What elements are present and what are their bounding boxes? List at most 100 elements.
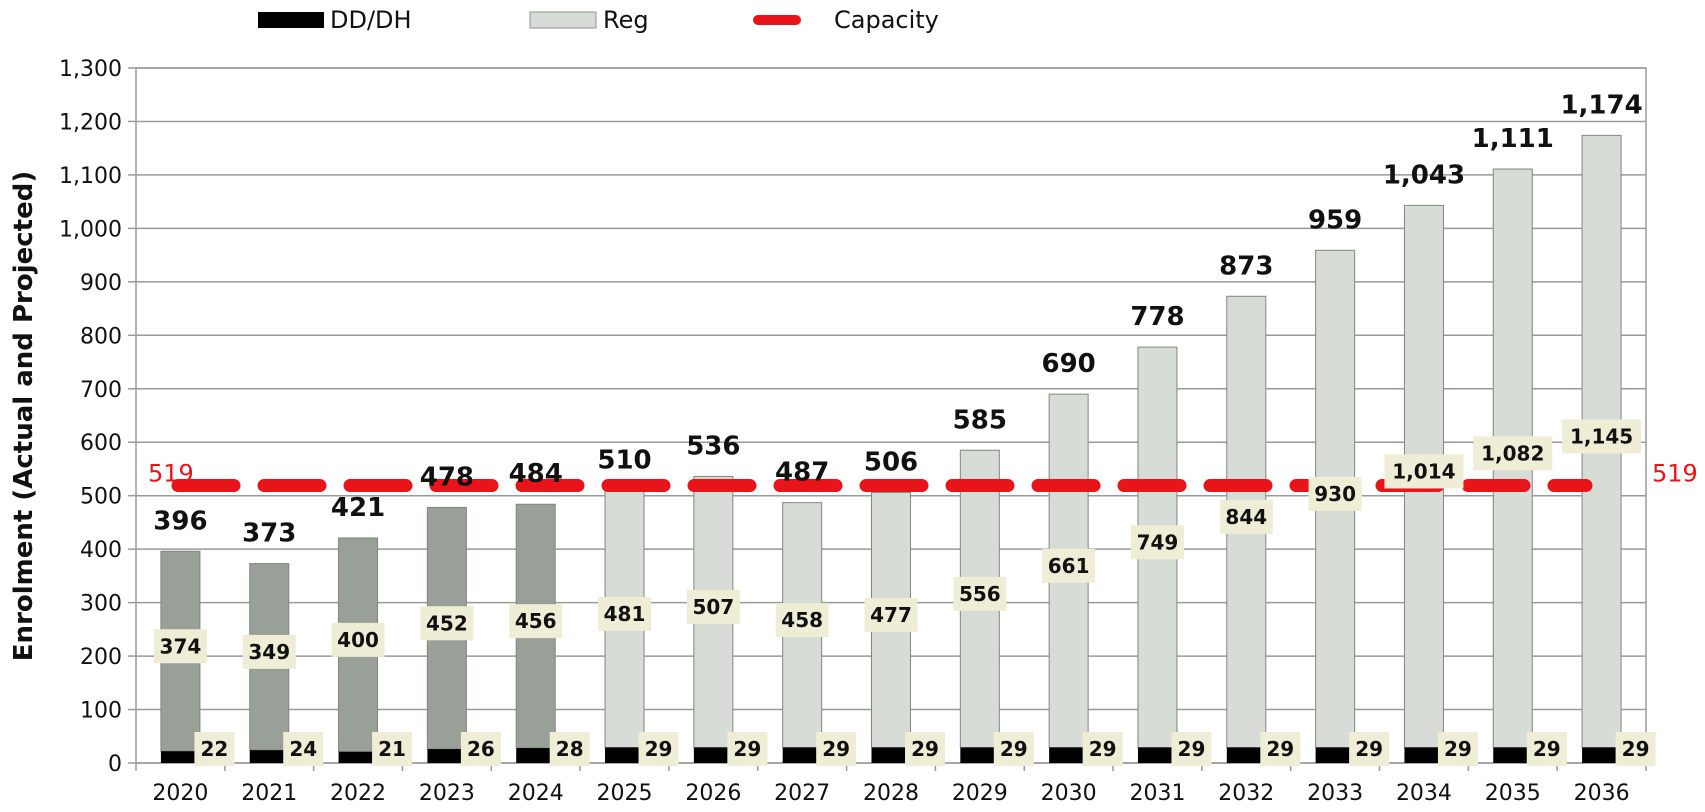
bar-ddh [249, 750, 289, 763]
label-total: 478 [420, 462, 474, 492]
label-reg: 507 [692, 595, 734, 619]
label-reg-box [242, 634, 296, 669]
bar-ddh [160, 751, 200, 763]
x-tick-label: 2031 [1129, 781, 1185, 806]
label-ddh: 29 [733, 737, 761, 761]
label-reg: 1,082 [1481, 441, 1544, 465]
y-axis-ticks: 0 100 200 300 400 500 600 700 800 900 1,000 1,100 1,… [59, 57, 136, 777]
label-ddh-box [1082, 732, 1123, 766]
label-reg-box [1384, 454, 1464, 489]
label-ddh-box [816, 732, 857, 766]
label-reg: 400 [337, 628, 379, 652]
label-total: 959 [1308, 205, 1362, 235]
bar-ddh [1315, 747, 1355, 763]
label-reg-box [509, 604, 563, 639]
label-reg-box [686, 589, 740, 624]
label-reg: 749 [1137, 530, 1179, 554]
label-reg-box [331, 622, 385, 657]
gridlines [135, 67, 1647, 764]
label-ddh-box [993, 732, 1034, 766]
capacity-line: 519 519 [148, 460, 1698, 493]
label-total: 536 [686, 431, 740, 461]
bar-ddh [1493, 747, 1533, 763]
label-reg-box [1473, 436, 1553, 471]
label-ddh-box [638, 732, 679, 766]
y-tick-label: 0 [108, 752, 122, 777]
label-ddh: 29 [1178, 737, 1206, 761]
capacity-label-left: 519 [148, 460, 194, 488]
label-reg-box [1562, 419, 1642, 454]
label-total: 421 [331, 493, 385, 523]
label-ddh: 29 [1622, 737, 1650, 761]
label-reg: 477 [870, 603, 912, 627]
label-reg: 661 [1048, 554, 1090, 578]
bar-ddh [605, 747, 645, 763]
label-total: 873 [1219, 251, 1273, 281]
capacity-label-right: 519 [1652, 460, 1698, 488]
label-total: 487 [775, 458, 829, 488]
label-ddh: 29 [1444, 737, 1472, 761]
x-tick-label: 2027 [774, 781, 830, 806]
bar-ddh [1137, 747, 1177, 763]
label-total: 690 [1042, 349, 1096, 379]
y-tick-label: 500 [80, 485, 122, 510]
x-tick-label: 2029 [952, 781, 1008, 806]
label-ddh: 29 [645, 737, 673, 761]
label-ddh: 21 [378, 737, 406, 761]
y-tick-label: 700 [80, 378, 122, 403]
x-tick-label: 2036 [1574, 781, 1630, 806]
label-reg: 930 [1314, 482, 1356, 506]
y-tick-label: 1,200 [59, 110, 122, 135]
y-axis-label: Enrolment (Actual and Projected) [9, 171, 39, 661]
x-tick-label: 2026 [685, 781, 741, 806]
label-total: 510 [597, 445, 651, 475]
label-reg-box [153, 629, 207, 664]
label-total: 506 [864, 447, 918, 477]
bar-ddh [338, 751, 378, 763]
label-total: 373 [242, 519, 296, 549]
x-tick-label: 2032 [1218, 781, 1274, 806]
label-reg-box [1219, 499, 1273, 534]
x-tick-label: 2021 [241, 781, 297, 806]
x-tick-label: 2025 [597, 781, 653, 806]
label-reg: 374 [160, 634, 202, 658]
y-tick-label: 200 [80, 645, 122, 670]
bar-ddh [516, 748, 556, 763]
label-ddh: 29 [1000, 737, 1028, 761]
label-total: 778 [1130, 302, 1184, 332]
label-ddh-box [727, 732, 768, 766]
label-ddh-box [194, 732, 235, 766]
label-ddh-box [1615, 732, 1656, 766]
x-tick-label: 2020 [152, 781, 208, 806]
data-labels: 374 22 396 349 24 373 400 21 421 452 26 478 456 28 484… [153, 90, 1656, 766]
y-tick-label: 600 [80, 431, 122, 456]
label-ddh-box [549, 732, 590, 766]
y-tick-label: 300 [80, 592, 122, 617]
label-total: 396 [153, 506, 207, 536]
label-ddh-box [1260, 732, 1301, 766]
label-ddh-box [372, 732, 413, 766]
label-reg-box [953, 576, 1007, 611]
y-tick-label: 1,000 [59, 217, 122, 242]
label-reg: 1,145 [1570, 424, 1633, 448]
bar-ddh [1226, 747, 1266, 763]
label-ddh-box [905, 732, 945, 766]
label-reg-box [420, 606, 474, 641]
x-tick-label: 2035 [1485, 781, 1541, 806]
bar-ddh [427, 749, 467, 763]
y-tick-label: 1,300 [59, 57, 122, 82]
label-total: 1,111 [1472, 124, 1554, 154]
label-reg-box [864, 597, 918, 632]
label-reg: 349 [248, 640, 290, 664]
label-reg: 452 [426, 611, 468, 635]
label-ddh: 26 [467, 737, 495, 761]
x-tick-label: 2024 [508, 781, 564, 806]
x-tick-label: 2023 [419, 781, 475, 806]
y-tick-label: 1,100 [59, 164, 122, 189]
x-tick-label: 2034 [1396, 781, 1452, 806]
y-tick-label: 400 [80, 538, 122, 563]
bar-ddh [871, 747, 911, 763]
label-reg: 481 [604, 602, 646, 626]
